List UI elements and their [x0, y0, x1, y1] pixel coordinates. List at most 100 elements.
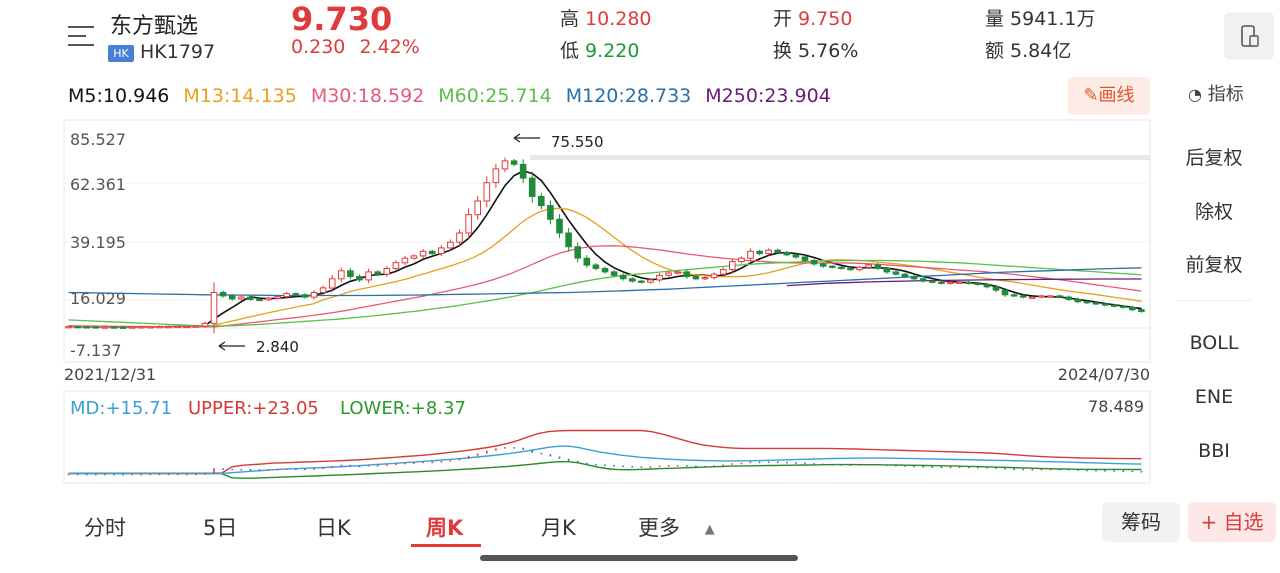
candle-down [1001, 289, 1009, 296]
candle-up [738, 257, 745, 263]
indicator-ene-item[interactable]: ENE [1194, 386, 1234, 408]
candle-up [165, 326, 172, 329]
boll-md-line [68, 445, 1142, 475]
min-price-label: 2.840 [256, 338, 299, 356]
candle-up [365, 271, 372, 281]
candle-up [719, 269, 727, 275]
adjust-forward-item[interactable]: 前复权 [1185, 254, 1243, 276]
menu-icon[interactable] [68, 24, 96, 48]
max-price-band [530, 155, 1150, 160]
low-label: 低 [560, 40, 580, 62]
candle-down [219, 292, 227, 297]
candle-up [747, 250, 754, 259]
tab-daily-k[interactable]: 日K [316, 516, 351, 540]
phone-rotate-icon [1241, 25, 1259, 47]
candle-down [1065, 296, 1073, 300]
change-percent: 2.42% [359, 36, 420, 58]
draw-line-button[interactable]: ✎画线 [1068, 77, 1150, 115]
candle-up [447, 241, 454, 249]
market-badge: HK [108, 45, 134, 62]
volume-label: 量 [985, 8, 1005, 30]
candle-down [683, 271, 691, 277]
candle-down [1019, 295, 1027, 298]
ma-legend-m60: M60:25.714 [438, 85, 552, 107]
ma-legend: M5:10.946 M13:14.135 M30:18.592 M60:25.714 M… [68, 85, 845, 107]
candle-up [265, 297, 272, 301]
high-label: 高 [560, 8, 580, 30]
candle-up [947, 281, 954, 284]
open-stat: 开 9.750 [773, 4, 852, 31]
candle-down [638, 280, 645, 283]
tab-weekly-k[interactable]: 周K [426, 516, 464, 540]
gauge-icon: ◔ [1188, 85, 1202, 104]
candle-down [1138, 309, 1145, 312]
candle-down [547, 205, 554, 220]
candle-down [874, 264, 882, 269]
candle-down [592, 264, 600, 269]
ma-legend-m250: M250:23.904 [705, 85, 831, 107]
candle-down [1010, 294, 1018, 297]
indicator-button[interactable]: ◔ 指标 [1188, 80, 1244, 106]
high-stat: 高 10.280 [560, 4, 652, 31]
volume-value: 5941.1万 [1010, 8, 1096, 30]
boll-md-label: MD:+15.71 [70, 398, 172, 419]
tab-5day[interactable]: 5日 [203, 516, 238, 540]
candle-up [310, 292, 318, 298]
candle-down [819, 263, 827, 267]
candle-up [419, 250, 427, 257]
active-tab-indicator [411, 544, 481, 547]
candle-down [1110, 304, 1118, 307]
candle-up [701, 277, 709, 280]
y-tick-label: 39.195 [70, 233, 126, 252]
boll-chart[interactable]: MD:+15.71 UPPER:+23.05 LOWER:+8.37 78.48… [0, 0, 1160, 498]
candle-up [729, 261, 736, 271]
tab-monthly-k[interactable]: 月K [541, 516, 576, 540]
candle-down [583, 257, 591, 266]
indicator-boll-item[interactable]: BOLL [1189, 332, 1239, 354]
tab-intraday[interactable]: 分时 [84, 516, 126, 540]
max-annotation: 75.550 [513, 133, 604, 151]
candle-up [147, 326, 154, 329]
ma-legend-m5: M5:10.946 [68, 85, 170, 107]
candle-down [356, 276, 363, 281]
ma-line-m60 [68, 259, 1142, 327]
candle-down [974, 282, 982, 285]
candle-up [338, 270, 345, 280]
tab-more[interactable]: 更多 ▲ [638, 512, 715, 542]
kline-chart[interactable]: 85.527 62.361 39.195 16.029 -7.137 75.55… [0, 0, 1160, 390]
candle-up [201, 322, 209, 327]
candle-up [101, 326, 109, 329]
turnover-stat: 换 5.76% [773, 36, 858, 63]
candle-down [119, 326, 127, 329]
candle-down [510, 160, 518, 165]
add-watchlist-button[interactable]: + 自选 [1188, 502, 1276, 542]
candle-down [756, 250, 763, 255]
stock-name: 东方甄选 [110, 14, 199, 39]
ma-legend-m13: M13:14.135 [183, 85, 297, 107]
candle-down [883, 268, 891, 273]
y-tick-label: -7.137 [70, 341, 122, 360]
candle-down [1129, 306, 1136, 311]
candle-up [401, 257, 409, 264]
candle-down [1056, 295, 1063, 298]
adjust-backward-item[interactable]: 后复权 [1185, 147, 1243, 169]
boll-lines [67, 429, 1143, 479]
adjust-ex-rights-item[interactable]: 除权 [1194, 201, 1233, 223]
ma-line-m30 [68, 245, 1142, 328]
candle-down [629, 278, 636, 282]
candle-down [783, 252, 791, 256]
candle-down [1101, 303, 1109, 306]
landscape-toggle-button[interactable] [1224, 12, 1274, 60]
chart-frame [63, 119, 1151, 363]
candle-down [847, 268, 854, 271]
candle-down [74, 326, 81, 329]
candlesticks [65, 157, 1145, 334]
candle-up [392, 262, 400, 269]
y-tick-label: 85.527 [70, 130, 126, 149]
indicator-bbi-item[interactable]: BBI [1198, 440, 1230, 462]
candle-up [410, 255, 418, 259]
panel-divider [1176, 300, 1252, 301]
candle-down [574, 246, 582, 259]
candle-down [519, 163, 527, 179]
chips-button[interactable]: 筹码 [1102, 502, 1180, 542]
